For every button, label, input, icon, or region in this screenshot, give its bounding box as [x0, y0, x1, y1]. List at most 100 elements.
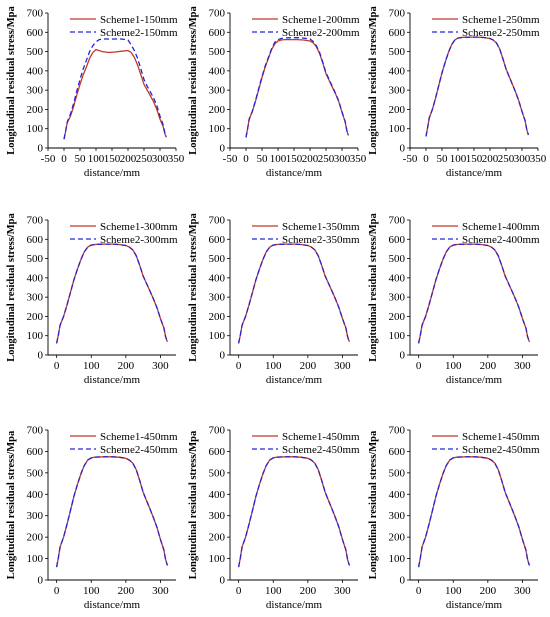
x-tick-label: 350 — [530, 153, 547, 165]
y-tick-label: 600 — [209, 234, 226, 246]
x-tick-label: 0 — [54, 585, 60, 597]
x-tick-label: 50 — [437, 153, 449, 165]
y-tick-label: 300 — [209, 85, 226, 97]
y-tick-label: 400 — [389, 272, 406, 284]
y-tick-label: 200 — [389, 104, 406, 116]
y-tick-label: 100 — [209, 123, 226, 135]
y-tick-label: 500 — [27, 467, 44, 479]
legend-label: Scheme1-450mm — [100, 431, 178, 443]
x-tick-label: -50 — [223, 153, 238, 165]
y-tick-label: 300 — [389, 85, 406, 97]
x-tick-label: 350 — [350, 153, 367, 165]
legend-label: Scheme1-350mm — [282, 221, 360, 233]
x-tick-label: -50 — [403, 153, 418, 165]
series-line-scheme1 — [63, 48, 168, 140]
y-tick-label: 100 — [27, 330, 44, 342]
legend-label: Scheme2-400mm — [462, 234, 540, 246]
y-tick-label: 100 — [27, 553, 44, 565]
y-axis-label: Longitudinal residual stress/Mpa — [188, 6, 199, 155]
y-tick-label: 700 — [27, 8, 44, 20]
legend-label: Scheme1-450mm — [462, 431, 540, 443]
x-tick-label: 100 — [450, 153, 467, 165]
series-line-scheme1 — [425, 36, 530, 137]
y-tick-label: 300 — [389, 510, 406, 522]
legend-label: Scheme2-350mm — [282, 234, 360, 246]
y-tick-label: 0 — [400, 350, 406, 362]
y-tick-label: 100 — [209, 330, 226, 342]
x-tick-label: 300 — [514, 360, 531, 372]
series-line-scheme2 — [237, 456, 351, 568]
y-tick-label: 0 — [38, 350, 44, 362]
x-tick-label: 0 — [236, 585, 242, 597]
x-tick-label: 0 — [243, 153, 249, 165]
y-tick-label: 500 — [389, 46, 406, 58]
y-tick-label: 400 — [27, 272, 44, 284]
y-tick-label: 600 — [27, 234, 44, 246]
y-tick-label: 200 — [27, 532, 44, 544]
x-tick-label: 200 — [302, 153, 319, 165]
y-axis-label: Longitudinal residual stress/Mpa — [368, 6, 379, 155]
chart-panel-9: 0 100 200 300 400 500 600 700 0 100 200 300 distance… — [368, 425, 540, 612]
x-axis-label: distance/mm — [266, 374, 323, 386]
y-tick-label: 500 — [27, 253, 44, 265]
y-tick-label: 100 — [389, 553, 406, 565]
series-line-scheme2 — [425, 36, 530, 137]
y-tick-label: 600 — [389, 234, 406, 246]
x-tick-label: 100 — [88, 153, 105, 165]
x-tick-label: 200 — [480, 360, 497, 372]
x-tick-label: 200 — [300, 585, 317, 597]
y-tick-label: 0 — [38, 575, 44, 587]
y-axis-label: Longitudinal residual stress/Mpa — [188, 430, 199, 579]
x-tick-label: 300 — [334, 360, 351, 372]
y-tick-label: 500 — [389, 253, 406, 265]
x-tick-label: 300 — [152, 153, 169, 165]
y-tick-label: 600 — [209, 446, 226, 458]
x-tick-label: 0 — [236, 360, 242, 372]
y-tick-label: 300 — [27, 510, 44, 522]
x-tick-label: 50 — [257, 153, 269, 165]
y-tick-label: 600 — [27, 27, 44, 39]
y-tick-label: 400 — [389, 65, 406, 77]
y-tick-label: 700 — [27, 425, 44, 437]
y-tick-label: 600 — [27, 446, 44, 458]
y-tick-label: 100 — [389, 123, 406, 135]
series-line-scheme2 — [55, 243, 169, 344]
y-tick-label: 400 — [209, 489, 226, 501]
x-tick-label: 100 — [265, 585, 282, 597]
x-axis-label: distance/mm — [84, 374, 141, 386]
x-tick-label: 100 — [83, 360, 100, 372]
y-tick-label: 0 — [220, 350, 226, 362]
x-tick-label: 200 — [482, 153, 499, 165]
x-tick-label: 0 — [416, 585, 422, 597]
legend-label: Scheme2-450mm — [462, 444, 540, 456]
chart-panel-4: 0 100 200 300 400 500 600 700 0 100 200 300 distance… — [6, 213, 178, 386]
y-tick-label: 0 — [400, 143, 406, 155]
y-tick-label: 700 — [389, 8, 406, 20]
x-tick-label: 150 — [466, 153, 483, 165]
x-tick-label: 0 — [54, 360, 60, 372]
y-tick-label: 500 — [209, 46, 226, 58]
legend-label: Scheme1-150mm — [100, 14, 178, 26]
y-tick-label: 0 — [220, 575, 226, 587]
y-tick-label: 300 — [27, 292, 44, 304]
chart-panel-7: 0 100 200 300 400 500 600 700 0 100 200 300 distance… — [6, 425, 178, 612]
legend-label: Scheme1-200mm — [282, 14, 360, 26]
y-tick-label: 0 — [38, 143, 44, 155]
y-tick-label: 400 — [389, 489, 406, 501]
y-tick-label: 700 — [27, 215, 44, 227]
series-line-scheme2 — [417, 243, 531, 344]
x-axis-label: distance/mm — [446, 374, 503, 386]
x-axis-label: distance/mm — [446, 599, 503, 611]
x-tick-label: 50 — [75, 153, 87, 165]
y-tick-label: 500 — [389, 467, 406, 479]
y-tick-label: 400 — [27, 489, 44, 501]
y-tick-label: 500 — [27, 46, 44, 58]
y-axis-label: Longitudinal residual stress/Mpa — [6, 430, 17, 579]
legend-label: Scheme2-450mm — [100, 444, 178, 456]
legend-label: Scheme2-450mm — [282, 444, 360, 456]
legend-label: Scheme1-250mm — [462, 14, 540, 26]
y-tick-label: 0 — [220, 143, 226, 155]
x-tick-label: 300 — [152, 360, 169, 372]
